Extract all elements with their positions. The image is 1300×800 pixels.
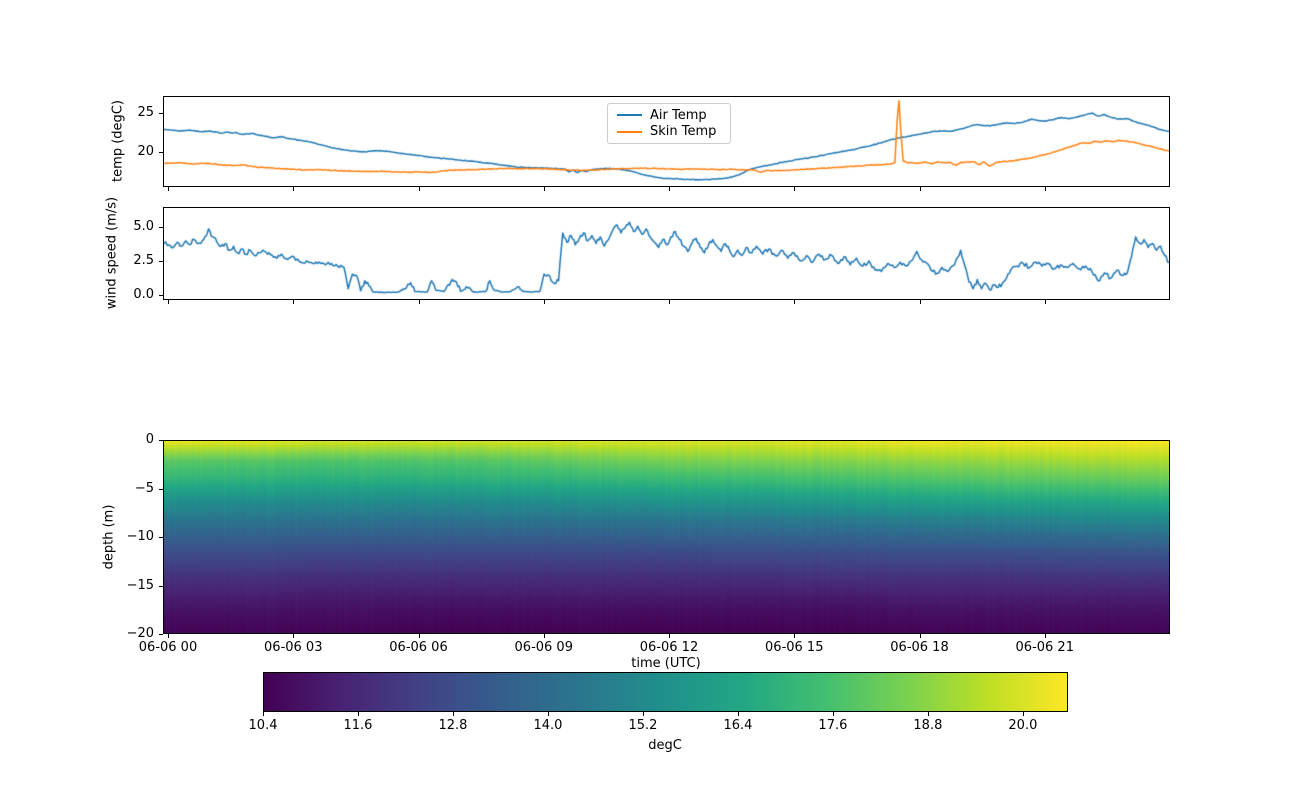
y-tick bbox=[159, 634, 163, 635]
colorbar-tick-label: 16.4 bbox=[723, 718, 753, 733]
y-tick bbox=[159, 260, 163, 262]
y-tick bbox=[159, 113, 163, 115]
colorbar-label: degC bbox=[648, 738, 682, 753]
temp-legend: Air Temp Skin Temp bbox=[607, 103, 731, 144]
colorbar-tick bbox=[832, 712, 834, 716]
x-tick-label: 06-06 06 bbox=[389, 640, 448, 655]
y-tick-label: −10 bbox=[126, 529, 154, 544]
colorbar-tick-label: 10.4 bbox=[248, 718, 278, 733]
x-tick bbox=[794, 187, 796, 191]
x-tick bbox=[919, 187, 921, 191]
x-tick bbox=[919, 634, 921, 638]
wind-speed-plot bbox=[164, 208, 1169, 299]
skin-temp-line-swatch bbox=[617, 130, 642, 133]
x-tick bbox=[543, 634, 545, 638]
x-tick bbox=[418, 187, 420, 191]
x-tick bbox=[168, 187, 169, 191]
x-tick-label: 06-06 03 bbox=[264, 640, 323, 655]
colorbar-tick-label: 14.0 bbox=[533, 718, 563, 733]
x-tick bbox=[669, 300, 670, 304]
colorbar-gradient bbox=[264, 673, 1067, 711]
y-tick-label: −15 bbox=[126, 577, 154, 593]
x-tick bbox=[1044, 187, 1046, 191]
y-tick bbox=[159, 585, 163, 587]
colorbar-tick bbox=[357, 712, 359, 716]
y-tick bbox=[159, 537, 163, 538]
colorbar-tick bbox=[927, 712, 929, 716]
x-tick bbox=[418, 634, 420, 638]
colorbar-tick-label: 17.6 bbox=[818, 718, 848, 733]
depth-temp-heatmap bbox=[164, 441, 1169, 633]
y-tick bbox=[159, 152, 163, 153]
x-tick bbox=[919, 300, 921, 304]
x-tick bbox=[293, 634, 295, 638]
colorbar-tick bbox=[1022, 712, 1024, 716]
time-x-axis-label: time (UTC) bbox=[631, 656, 701, 671]
x-tick bbox=[293, 187, 295, 191]
air-temp-legend-label: Air Temp bbox=[650, 107, 707, 123]
colorbar-tick bbox=[737, 712, 739, 716]
x-tick bbox=[669, 634, 670, 638]
x-tick bbox=[543, 187, 545, 191]
y-tick-label: 2.5 bbox=[133, 252, 154, 268]
x-tick-label: 06-06 12 bbox=[639, 640, 699, 655]
colorbar-tick-label: 18.8 bbox=[913, 718, 943, 733]
x-tick bbox=[794, 634, 796, 638]
y-tick bbox=[159, 440, 163, 441]
x-tick bbox=[543, 300, 545, 304]
y-tick-label: 20 bbox=[137, 144, 154, 159]
y-tick bbox=[159, 294, 163, 296]
y-tick bbox=[159, 226, 163, 228]
x-tick bbox=[168, 634, 169, 638]
colorbar-tick bbox=[263, 712, 264, 716]
legend-item-air-temp: Air Temp bbox=[617, 107, 722, 123]
x-tick bbox=[669, 187, 670, 191]
y-tick bbox=[159, 488, 163, 490]
y-tick-label: 0 bbox=[145, 432, 154, 447]
x-tick-label: 06-06 15 bbox=[765, 640, 824, 655]
x-tick-label: 06-06 21 bbox=[1015, 640, 1074, 655]
wind-speed-axes bbox=[163, 207, 1170, 300]
colorbar-tick bbox=[642, 712, 644, 716]
x-tick-label: 06-06 18 bbox=[890, 640, 949, 655]
colorbar-tick-label: 20.0 bbox=[1008, 718, 1038, 733]
x-tick bbox=[418, 300, 420, 304]
x-tick-label: 06-06 09 bbox=[514, 640, 573, 655]
x-tick bbox=[794, 300, 796, 304]
skin-temp-legend-label: Skin Temp bbox=[650, 124, 717, 140]
x-tick bbox=[1044, 300, 1046, 304]
colorbar-tick-label: 15.2 bbox=[628, 718, 658, 733]
y-tick-label: 5.0 bbox=[133, 218, 154, 234]
x-tick-label: 06-06 00 bbox=[138, 640, 198, 655]
colorbar-tick bbox=[452, 712, 454, 716]
y-tick-label: 0.0 bbox=[133, 286, 154, 302]
colorbar-tick bbox=[547, 712, 549, 716]
legend-item-skin-temp: Skin Temp bbox=[617, 124, 722, 140]
y-tick-label: −20 bbox=[126, 626, 154, 641]
y-tick-label: −5 bbox=[134, 480, 154, 496]
colorbar-tick-label: 11.6 bbox=[343, 718, 373, 733]
depth-temp-heatmap-axes bbox=[163, 440, 1170, 634]
air-temp-line-swatch bbox=[617, 114, 642, 117]
x-tick bbox=[1044, 634, 1046, 638]
x-tick bbox=[168, 300, 169, 304]
y-tick-label: 25 bbox=[137, 105, 154, 121]
colorbar-tick-label: 12.8 bbox=[438, 718, 468, 733]
colorbar-axes bbox=[263, 672, 1068, 712]
x-tick bbox=[293, 300, 295, 304]
